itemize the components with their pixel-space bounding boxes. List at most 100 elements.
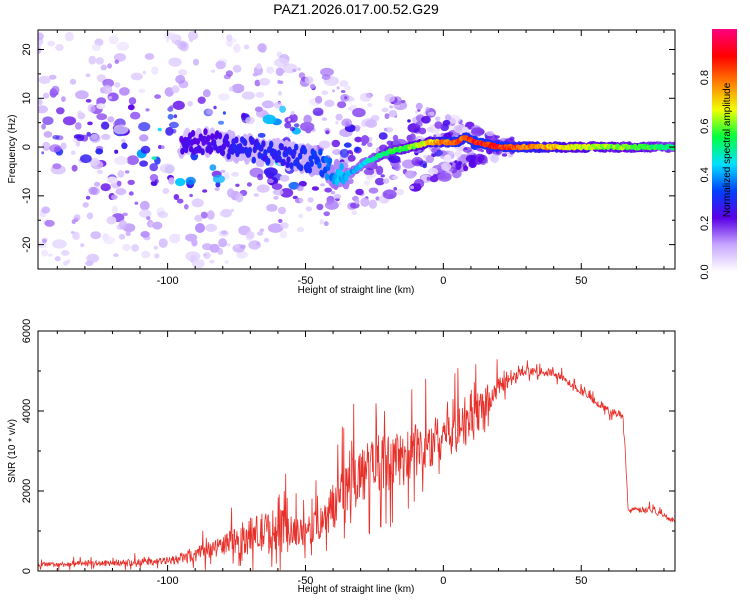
- spectrogram-cell: [128, 191, 134, 196]
- spectrogram-cell: [47, 40, 56, 47]
- spectrogram-cell: [335, 120, 339, 125]
- spectrogram-cell: [253, 193, 260, 197]
- spectrogram-cell: [347, 154, 356, 162]
- spectrogram-cell: [425, 155, 435, 164]
- colorbar-ticks: 0.0 0.2 0.4 0.6 0.8: [699, 70, 711, 280]
- spectrogram-cell: [95, 57, 104, 65]
- spectrogram-cell: [64, 31, 74, 42]
- spectrogram-cell: [38, 47, 42, 54]
- spectrogram-cell: [433, 134, 437, 138]
- spectrogram-cell: [298, 197, 304, 203]
- spectrogram-cells: [38, 30, 675, 269]
- spectrogram-cell: [193, 58, 199, 66]
- spectrogram-cell: [88, 186, 98, 195]
- spectrogram-cell: [228, 86, 234, 92]
- spectrogram-cell: [189, 37, 194, 43]
- spectrogram-cell: [289, 113, 298, 123]
- spectrogram-cell: [368, 199, 377, 209]
- colorbar-tick-label: 0.2: [699, 216, 711, 231]
- spectrogram-cell: [43, 131, 53, 138]
- x-tick-label: -100: [157, 575, 179, 587]
- spectrogram-cell: [330, 190, 336, 195]
- spectrogram-cell: [434, 121, 443, 129]
- spectrogram-cell: [102, 84, 113, 95]
- spectrogram-cell: [185, 176, 196, 185]
- spectrogram-cell: [381, 107, 389, 113]
- spectrogram-cell: [336, 86, 340, 90]
- spectrogram-cell: [245, 116, 255, 125]
- spectrogram-cell: [173, 194, 180, 200]
- spectrogram-cell: [261, 100, 274, 109]
- spectrogram-cell: [298, 213, 304, 219]
- spectrogram-cell: [71, 150, 76, 156]
- spectrogram-cell: [339, 148, 349, 158]
- spectrogram-cell: [144, 53, 155, 60]
- spectrogram-cell: [434, 116, 441, 122]
- spectrogram-cell: [142, 70, 147, 75]
- spectrogram-cell: [422, 163, 427, 169]
- spectrogram-cell: [202, 89, 211, 98]
- colorbar-tick-label: 0.0: [699, 264, 711, 279]
- spectrogram-cell: [279, 230, 288, 239]
- spectrogram-cell: [271, 183, 283, 190]
- spectrogram-cell: [108, 35, 119, 45]
- spectrogram-cell: [486, 130, 495, 137]
- spectrogram-cell: [340, 90, 346, 93]
- spectrogram-cell: [443, 154, 452, 164]
- spectrogram-cell: [124, 170, 130, 174]
- spectrogram-cell: [222, 111, 226, 115]
- spectrogram-cell: [389, 105, 394, 109]
- spectrogram-cell: [107, 116, 115, 123]
- spectrogram-cell: [227, 188, 235, 198]
- spectrogram-cell: [415, 110, 418, 114]
- spectrogram-cell: [165, 126, 174, 136]
- spectrogram-cell: [246, 182, 252, 187]
- y-tick-label: -10: [21, 188, 33, 204]
- spectrogram-cell: [378, 132, 388, 140]
- spectrogram-cell: [490, 154, 500, 163]
- spectrogram-cell: [54, 256, 61, 262]
- spectrogram-cell: [320, 67, 334, 77]
- spectrogram-cell: [77, 110, 83, 117]
- spectrogram-cell: [509, 136, 515, 141]
- spectrogram-cell: [304, 126, 312, 134]
- spectrogram-cell: [106, 176, 118, 184]
- spectrogram-cell: [354, 136, 363, 143]
- colorbar-tick-label: 0.4: [699, 167, 711, 182]
- spectrogram-cell: [176, 198, 184, 204]
- spectrogram-cell: [75, 141, 81, 147]
- spectrogram-cell: [220, 208, 232, 218]
- spectrogram-cell: [354, 199, 360, 205]
- spectrogram-cell: [209, 164, 217, 171]
- spectrogram-cell: [96, 169, 104, 174]
- spectrogram-cell: [82, 202, 89, 208]
- spectrogram-cell: [157, 211, 169, 219]
- spectrogram-cell: [178, 69, 188, 76]
- spectrogram-cell: [243, 44, 250, 50]
- chart-title: PAZ1.2026.017.00.52.G29: [273, 1, 439, 17]
- spectrogram-cell: [138, 88, 146, 94]
- spectrogram-cell: [272, 188, 284, 196]
- y-tick-label: 10: [21, 92, 33, 104]
- spectrogram-cell: [185, 251, 201, 262]
- colorbar: 0.0 0.2 0.4 0.6 0.8 Normalized spectral ampl…: [699, 29, 737, 280]
- spectrogram-cell: [38, 75, 51, 84]
- spectrogram-cell: [392, 175, 399, 180]
- spectrogram-cell: [206, 210, 215, 220]
- colorbar-gradient: [712, 29, 737, 272]
- spectrogram-cell: [139, 160, 149, 167]
- spectrogram-cell: [232, 64, 242, 73]
- spectrogram-cell: [269, 140, 274, 148]
- spectrogram-cell: [292, 148, 297, 156]
- spectrogram-cell: [294, 143, 299, 151]
- spectrogram-cell: [224, 133, 229, 141]
- spectrogram-cell: [257, 43, 267, 53]
- spectrogram-cell: [200, 148, 205, 156]
- x-tick-label: -50: [298, 575, 314, 587]
- spectrogram-cell: [210, 133, 215, 141]
- spectrogram-cell: [125, 231, 131, 237]
- spectrogram-cell: [321, 90, 329, 96]
- spectrogram-cell: [278, 91, 282, 96]
- spectrogram-cell: [224, 260, 229, 264]
- spectrogram-cell: [324, 99, 335, 107]
